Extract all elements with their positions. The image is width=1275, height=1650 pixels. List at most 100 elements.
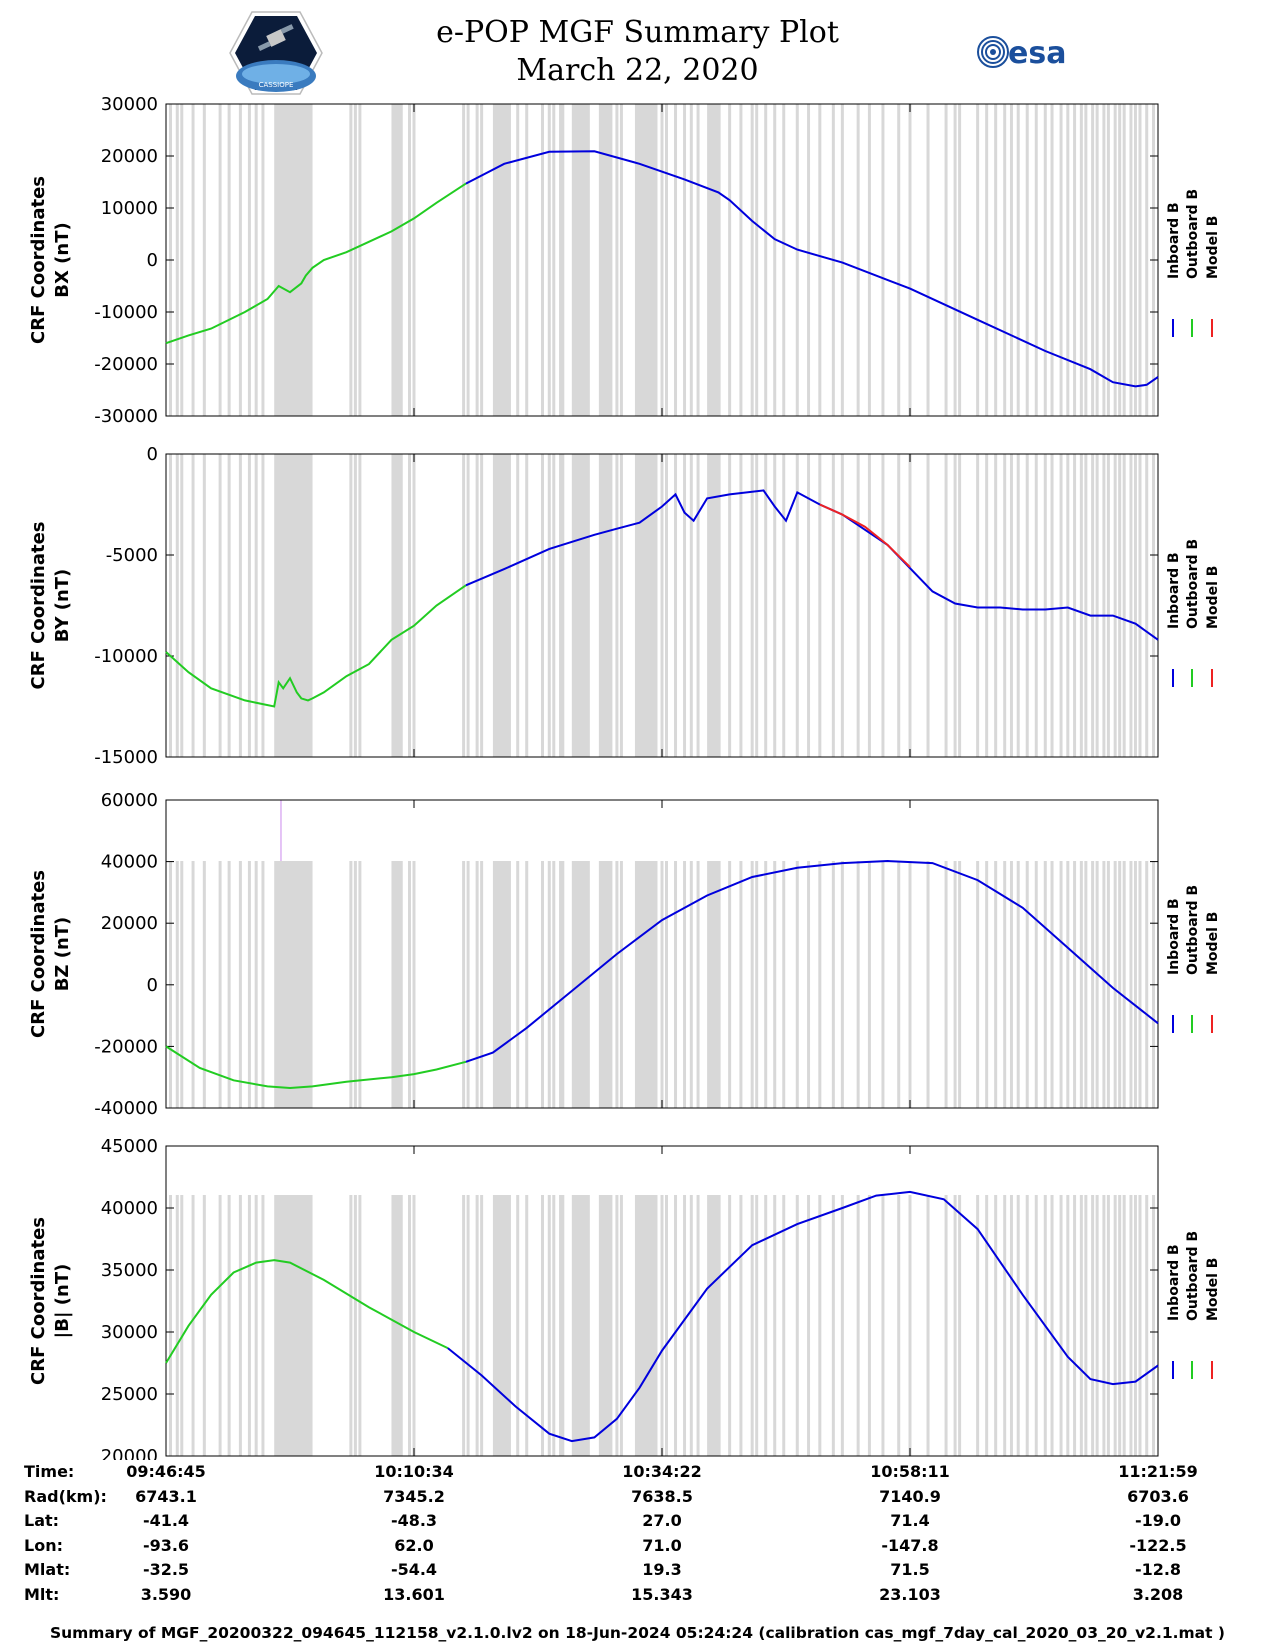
data-gap-line <box>696 104 700 416</box>
data-gap-line <box>525 861 529 1108</box>
y-axis-label: CRF Coordinates |B| (nT) <box>28 1217 73 1385</box>
data-gap-line <box>958 104 962 416</box>
data-gap-line <box>665 1195 669 1456</box>
footer-caption: Summary of MGF_20200322_094645_112158_v2… <box>49 1624 1226 1642</box>
data-gap-line <box>1118 1195 1122 1456</box>
data-gap-line <box>1073 104 1077 416</box>
data-gap-line <box>795 454 799 757</box>
data-gap-line <box>349 861 353 1108</box>
data-gap-line <box>958 1195 962 1456</box>
data-gap-line <box>1003 1195 1007 1456</box>
data-gap-line <box>238 104 242 416</box>
data-gap-line <box>683 861 687 1108</box>
data-gap-line <box>1151 1195 1155 1456</box>
y-tick-label: 25000 <box>101 1384 158 1405</box>
data-gap-band <box>492 454 511 757</box>
info-value: 10:58:11 <box>870 1462 950 1481</box>
info-row: Mlt: 3.590 13.601 15.343 23.103 3.208 <box>0 1585 1275 1609</box>
info-value: 7140.9 <box>879 1486 941 1506</box>
data-gap-line <box>619 1195 623 1456</box>
data-gap-line <box>525 454 529 757</box>
data-gap-line <box>1138 1195 1142 1456</box>
data-gap-line <box>541 1195 545 1456</box>
data-gap-line <box>1145 861 1149 1108</box>
series-outboard-b <box>165 182 467 345</box>
y-tick-label: 60000 <box>101 790 158 811</box>
y-axis-label-line-2: BX (nT) <box>52 222 73 297</box>
data-gap-line <box>254 1195 258 1456</box>
data-gap-line <box>353 104 357 416</box>
data-gap-line <box>475 104 479 416</box>
data-gap-band <box>274 1195 313 1456</box>
panel-bnt: 20000 25000 30000 35000 40000 45000 CRF Coordi… <box>28 1136 1221 1460</box>
y-tick-label: 40000 <box>101 1198 158 1219</box>
data-gap-line <box>516 861 520 1108</box>
data-gap-line <box>689 1195 693 1456</box>
data-gap-line <box>867 861 871 1108</box>
data-gap-line <box>547 454 551 757</box>
data-gap-line <box>840 454 844 757</box>
data-gap-line <box>238 454 242 757</box>
data-gap-line <box>615 104 619 416</box>
y-tick-label: 30000 <box>101 94 158 115</box>
data-gap-line <box>254 104 258 416</box>
data-gap-band <box>707 454 721 757</box>
info-value: 71.0 <box>642 1535 682 1555</box>
data-gap-line <box>202 454 206 757</box>
data-gap-line <box>516 104 520 416</box>
data-gap-line <box>1145 454 1149 757</box>
data-gap-line <box>755 454 759 757</box>
info-row-label: Lon: <box>24 1535 63 1555</box>
data-gap-line <box>739 1195 743 1456</box>
data-gap-band <box>634 861 658 1108</box>
data-gap-line <box>559 104 563 416</box>
y-axis-label-line-2: BY (nT) <box>52 569 73 643</box>
data-gap-line <box>169 454 173 757</box>
data-gap-line <box>1102 454 1106 757</box>
esa-logo-text: esa <box>1008 36 1066 71</box>
cassiope-logo-text: CASSIOPE <box>259 81 294 89</box>
data-gap-line <box>559 454 563 757</box>
data-gap-line <box>881 1195 885 1456</box>
data-gap-line <box>238 861 242 1108</box>
info-value: -48.3 <box>390 1511 438 1530</box>
data-gap-line <box>1122 454 1126 757</box>
y-tick-label: 0 <box>147 444 158 465</box>
info-value: 6703.6 <box>1127 1486 1189 1506</box>
info-row-label: Mlt: <box>24 1584 60 1604</box>
data-gap-line <box>818 1195 822 1456</box>
data-gap-line <box>782 1195 786 1456</box>
data-gap-line <box>541 454 545 757</box>
data-gap-line <box>559 1195 563 1456</box>
data-gap-line <box>1016 1195 1020 1456</box>
data-gap-line <box>480 454 484 757</box>
data-gap-line <box>180 104 184 416</box>
info-value: -54.4 <box>390 1560 438 1579</box>
esa-logo: esa <box>977 36 1066 71</box>
data-gap-line <box>261 1195 265 1456</box>
data-gap-line <box>831 1195 835 1456</box>
data-gap-line <box>840 861 844 1108</box>
legend-label: Outboard B <box>1185 189 1201 279</box>
data-gap-line <box>674 1195 678 1456</box>
data-gap-line <box>831 861 835 1108</box>
data-gap-line <box>1091 1195 1095 1456</box>
data-gap-line <box>764 104 768 416</box>
data-gap-line <box>773 104 777 416</box>
info-value: 13.601 <box>383 1584 445 1604</box>
info-value: -147.8 <box>881 1535 939 1555</box>
data-gap-line <box>475 1195 479 1456</box>
y-tick-label: 10000 <box>101 198 158 219</box>
data-gap-line <box>944 1195 948 1456</box>
data-gap-line <box>619 454 623 757</box>
data-gap-line <box>547 861 551 1108</box>
data-gap-line <box>782 454 786 757</box>
data-gap-line <box>755 861 759 1108</box>
data-gap-line <box>674 861 678 1108</box>
data-gap-line <box>807 454 811 757</box>
y-tick-label: -40000 <box>94 1098 158 1119</box>
data-gap-line <box>728 104 732 416</box>
data-gap-line <box>976 104 980 416</box>
data-gap-line <box>247 454 251 757</box>
info-value: -122.5 <box>1129 1535 1187 1555</box>
